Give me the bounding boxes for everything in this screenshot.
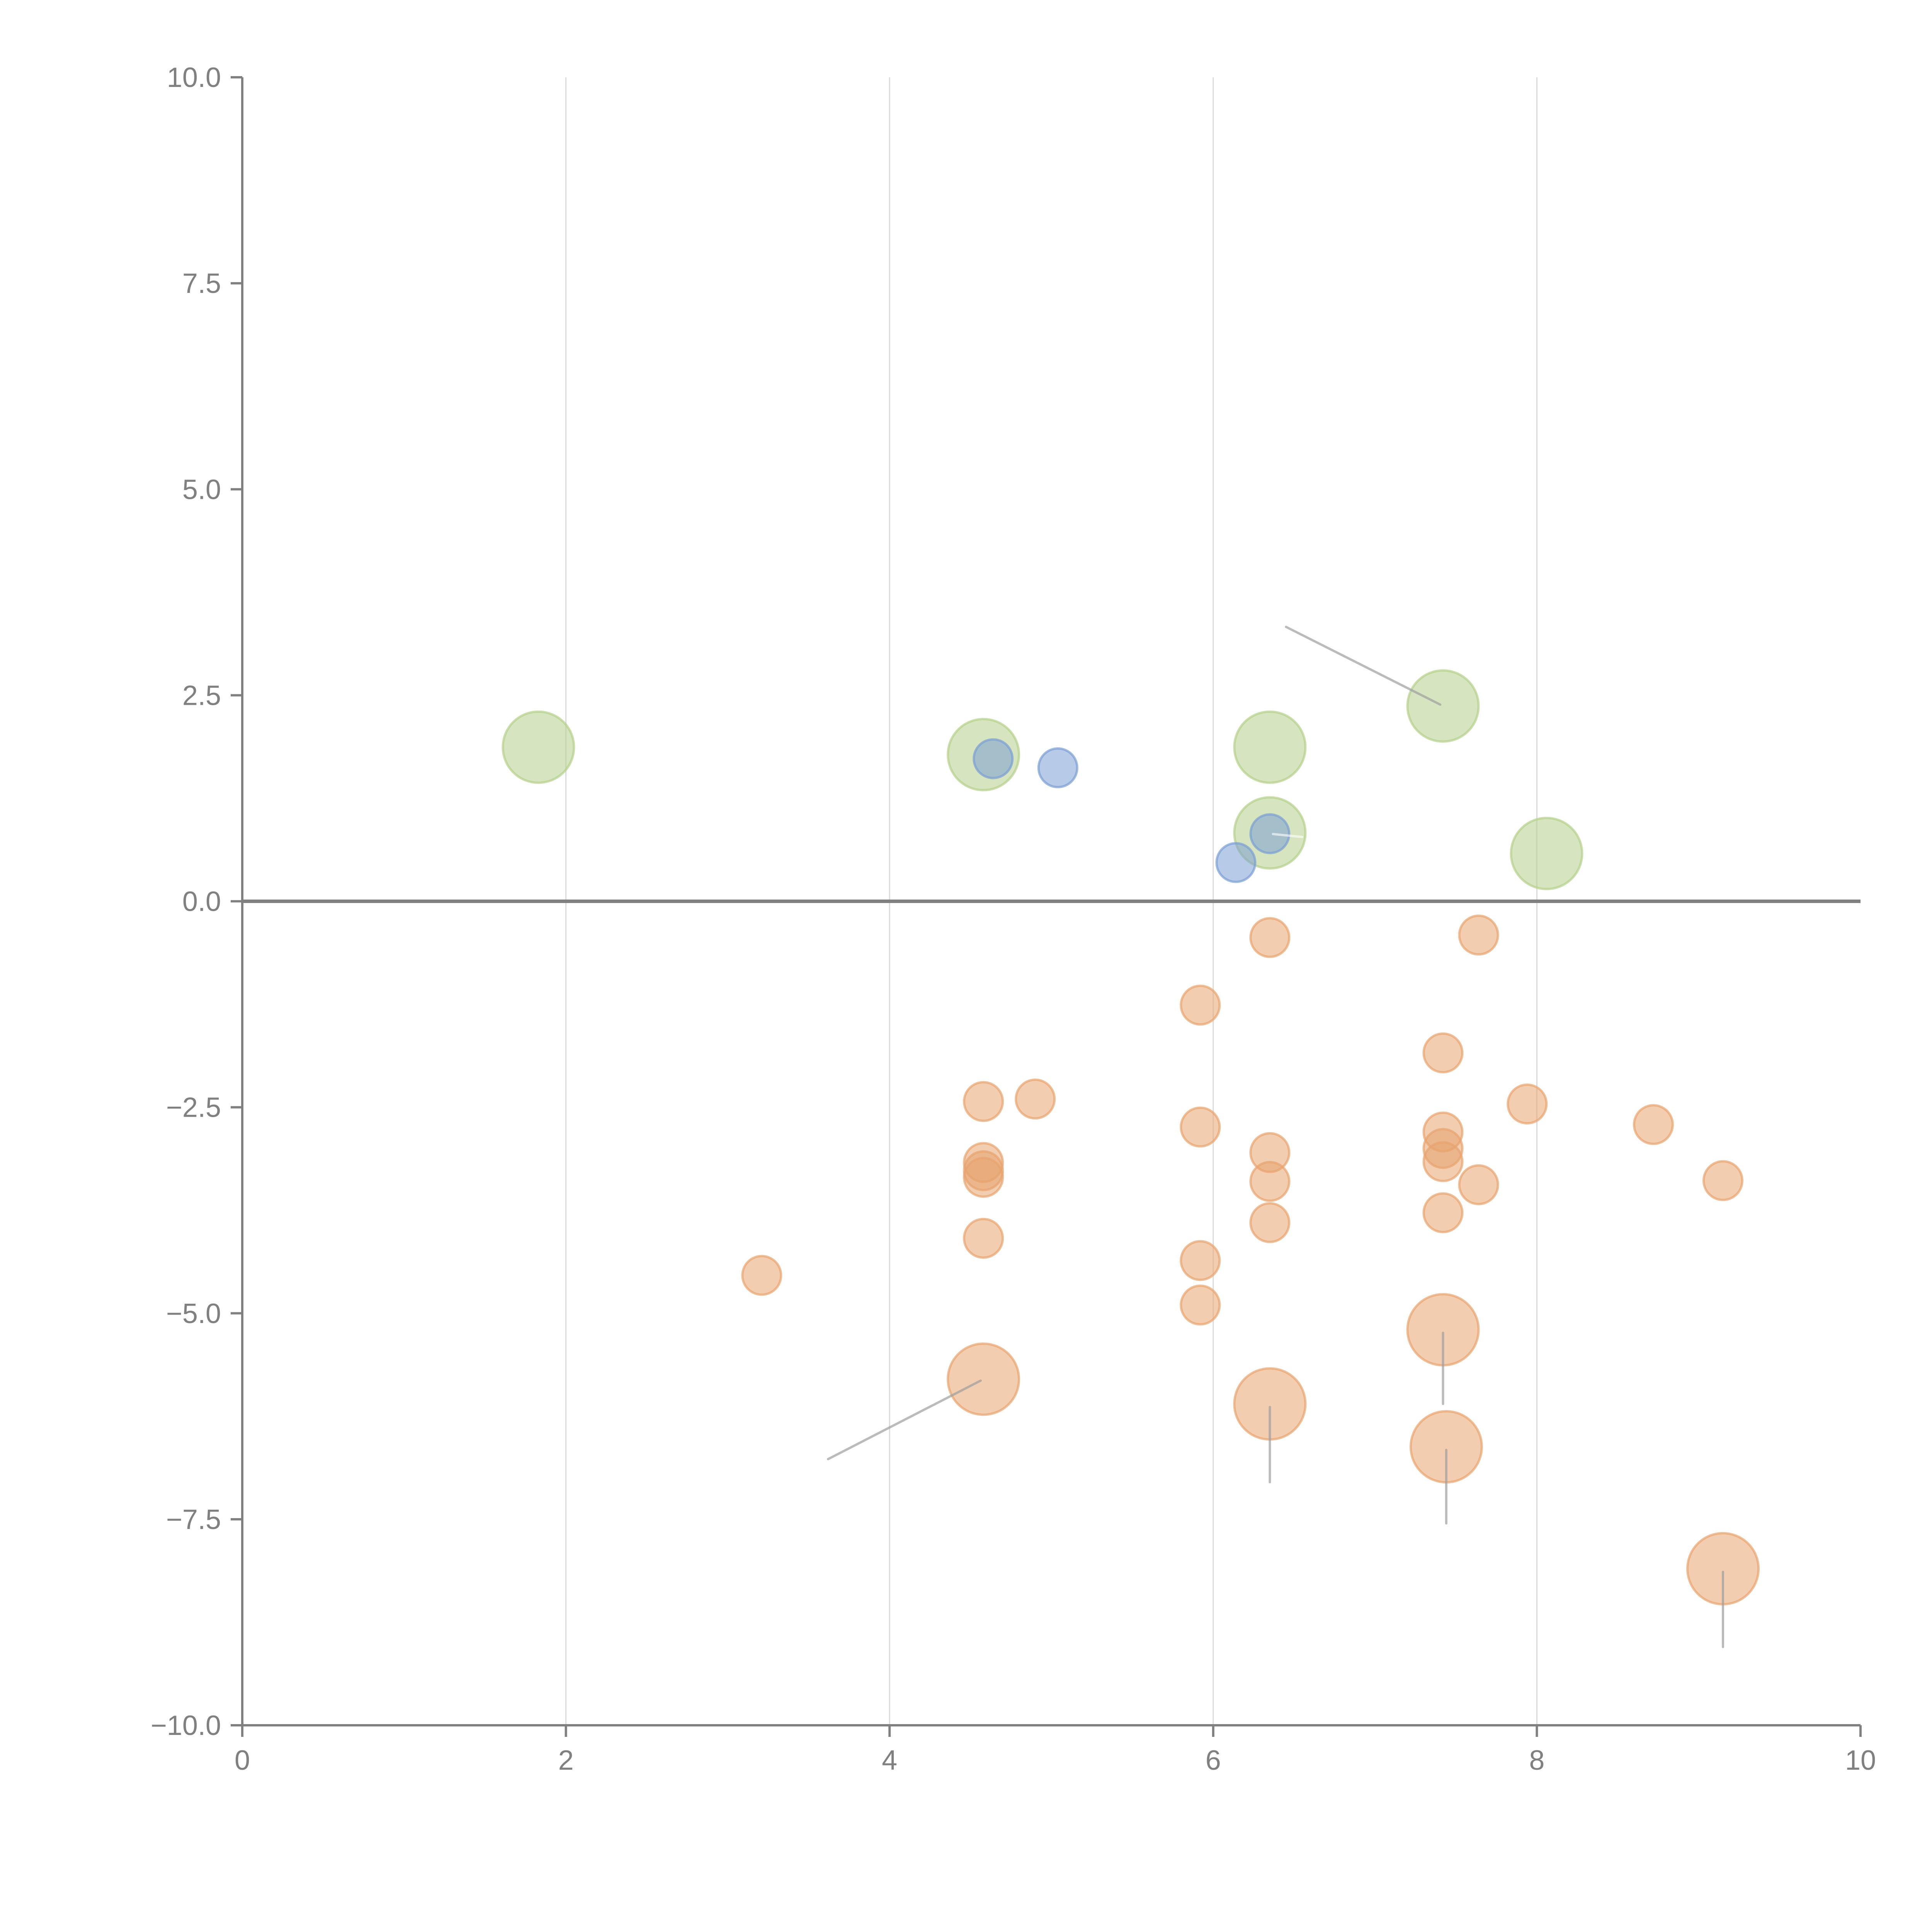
y-tick-label: 7.5 bbox=[182, 268, 221, 299]
y-tick-label: 10.0 bbox=[167, 62, 221, 93]
annotations: A bbox=[827, 626, 1725, 1648]
annotation-leader-line bbox=[1285, 626, 1442, 706]
y-tick-label: −5.0 bbox=[166, 1298, 221, 1329]
orange-point bbox=[1458, 914, 1499, 956]
green-point bbox=[1510, 816, 1583, 890]
orange-point bbox=[1249, 1161, 1291, 1202]
orange-point bbox=[963, 1156, 1004, 1198]
green-point bbox=[1233, 710, 1307, 784]
orange-point bbox=[1249, 1202, 1291, 1243]
x-tick-label: 6 bbox=[1206, 1745, 1221, 1776]
y-tick-label: −2.5 bbox=[166, 1092, 221, 1123]
orange-point bbox=[1015, 1078, 1056, 1120]
y-tick-label: 2.5 bbox=[182, 680, 221, 711]
annotation-leader-line bbox=[1272, 833, 1304, 838]
blue-point bbox=[973, 738, 1014, 779]
orange-point bbox=[963, 1218, 1004, 1259]
y-tick-label: 0.0 bbox=[182, 886, 221, 917]
blue-point bbox=[1215, 842, 1257, 883]
orange-point bbox=[1249, 917, 1291, 958]
orange-point bbox=[1180, 1284, 1221, 1326]
orange-point bbox=[1422, 1032, 1464, 1073]
orange-point bbox=[1180, 985, 1221, 1026]
x-tick-label: 4 bbox=[882, 1745, 897, 1776]
data-points bbox=[502, 669, 1760, 1605]
y-tick-label: 5.0 bbox=[182, 474, 221, 505]
blue-point bbox=[1249, 813, 1291, 854]
orange-point bbox=[947, 1342, 1020, 1416]
orange-point bbox=[1633, 1104, 1674, 1145]
y-tick-label: −7.5 bbox=[166, 1504, 221, 1535]
green-point bbox=[1406, 669, 1480, 743]
blue-point bbox=[1037, 747, 1078, 789]
axes bbox=[231, 76, 1862, 1737]
x-tick-label: 2 bbox=[558, 1745, 574, 1776]
orange-point bbox=[1180, 1240, 1221, 1281]
orange-point bbox=[1422, 1192, 1464, 1233]
x-tick-label: 10 bbox=[1845, 1745, 1876, 1776]
y-tick-label: −10.0 bbox=[151, 1710, 221, 1741]
orange-point bbox=[1507, 1083, 1548, 1125]
orange-point bbox=[1180, 1106, 1221, 1148]
orange-point bbox=[963, 1081, 1004, 1122]
annotation-leader-line bbox=[827, 1379, 982, 1461]
x-tick-label: 0 bbox=[235, 1745, 250, 1776]
tick-labels: 0 2 4 6 8 10 10.0 7.5 5.0 2.5 0.0 −2.5 −5.0 −7.5 −10.0 bbox=[151, 62, 1876, 1776]
orange-point bbox=[741, 1255, 782, 1296]
x-tick-label: 8 bbox=[1529, 1745, 1544, 1776]
orange-point bbox=[1702, 1160, 1744, 1201]
green-point bbox=[502, 710, 575, 784]
orange-point bbox=[1458, 1164, 1499, 1206]
orange-point bbox=[1422, 1141, 1464, 1182]
annotation-label: A bbox=[1312, 821, 1334, 855]
